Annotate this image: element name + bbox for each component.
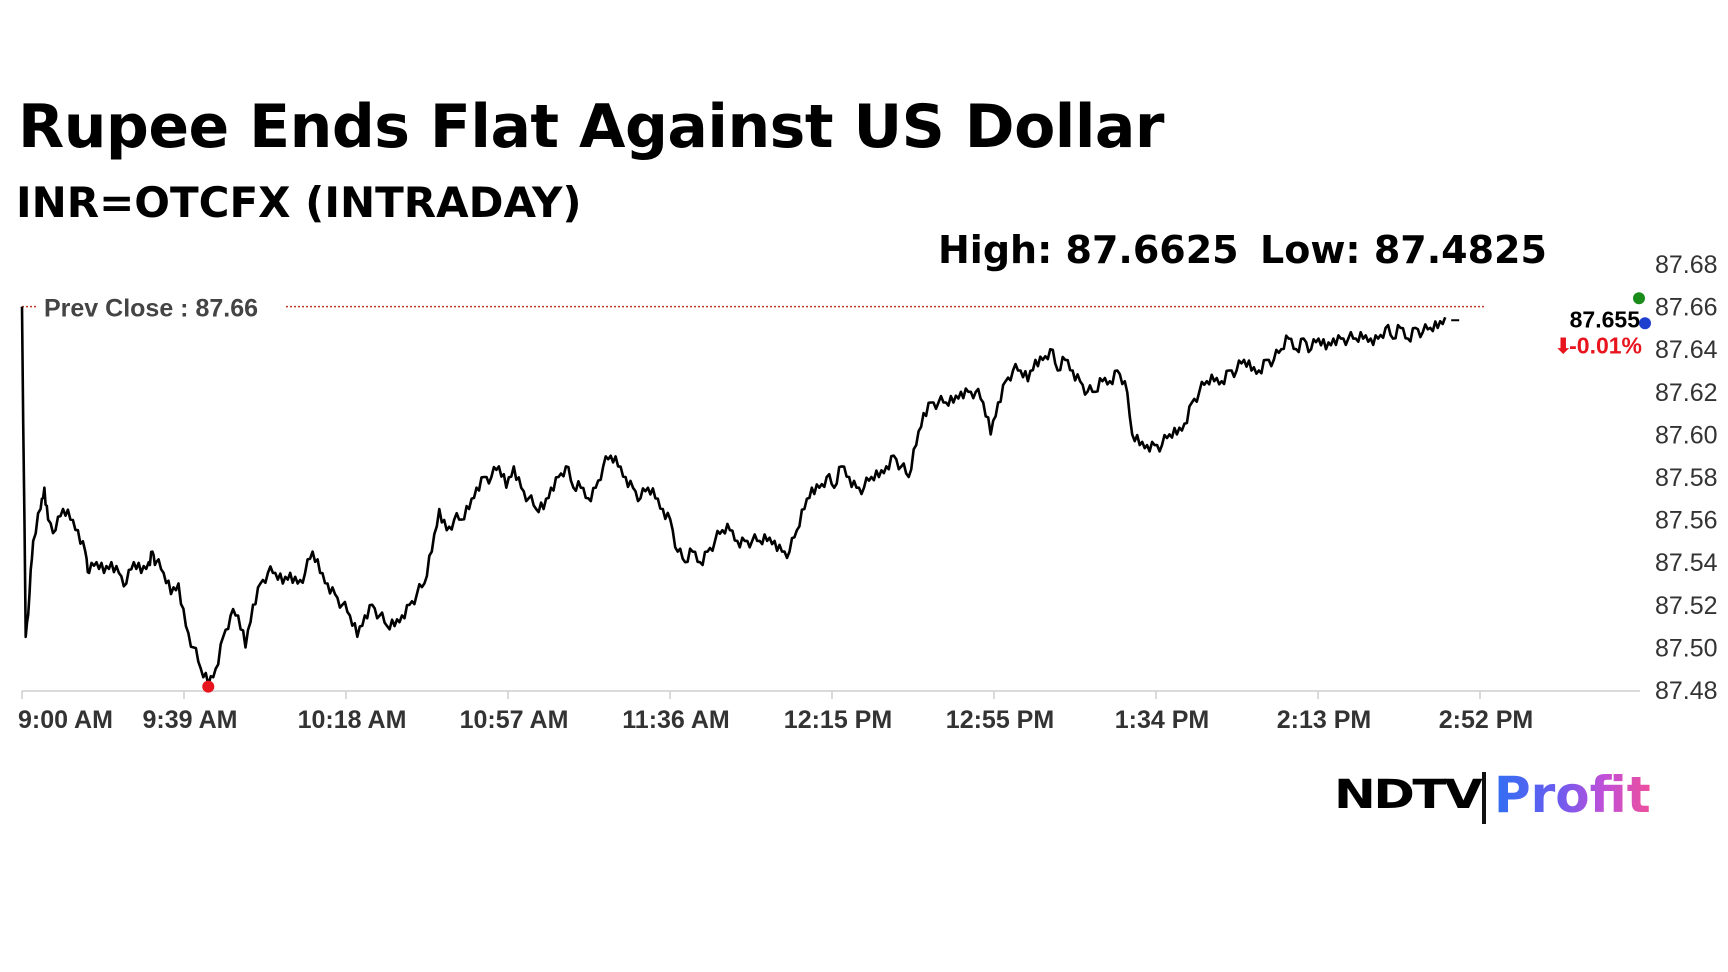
x-tick-label: 12:55 PM bbox=[946, 706, 1054, 734]
y-tick-label: 87.60 bbox=[1655, 421, 1718, 449]
logo-divider bbox=[1482, 772, 1486, 824]
x-tick-label: 2:13 PM bbox=[1277, 706, 1371, 734]
change-percent-label: -0.01% bbox=[1569, 332, 1642, 358]
low-marker bbox=[202, 680, 215, 693]
y-tick-label: 87.66 bbox=[1655, 294, 1718, 322]
x-tick-label: 9:00 AM bbox=[18, 706, 113, 734]
prev-close-label: Prev Close : 87.66 bbox=[44, 295, 258, 323]
x-tick-label: 12:15 PM bbox=[784, 706, 892, 734]
logo-brand: NDTV bbox=[1334, 772, 1483, 818]
x-tick-label: 10:57 AM bbox=[460, 706, 569, 734]
y-tick-label: 87.58 bbox=[1655, 464, 1718, 492]
page-subtitle: INR=OTCFX (INTRADAY) bbox=[16, 178, 582, 227]
y-tick-label: 87.48 bbox=[1655, 677, 1718, 705]
price-line bbox=[20, 306, 1447, 686]
y-tick-label: 87.56 bbox=[1655, 507, 1718, 535]
y-tick-label: 87.54 bbox=[1655, 549, 1718, 577]
x-tick-label: 9:39 AM bbox=[143, 706, 238, 734]
x-tick-label: 2:52 PM bbox=[1439, 706, 1533, 734]
y-tick-label: 87.64 bbox=[1655, 336, 1718, 364]
high-marker bbox=[1633, 292, 1645, 305]
last-value-label: 87.655 bbox=[1570, 306, 1641, 332]
y-tick-label: 87.68 bbox=[1655, 251, 1718, 279]
x-tick-label: 1:34 PM bbox=[1115, 706, 1209, 734]
y-tick-label: 87.52 bbox=[1655, 592, 1718, 620]
y-tick-label: 87.62 bbox=[1655, 379, 1718, 407]
last-marker bbox=[1639, 317, 1651, 330]
x-tick-label: 10:18 AM bbox=[298, 706, 407, 734]
down-arrow-icon: ⬇ bbox=[1554, 334, 1572, 359]
page-title: Rupee Ends Flat Against US Dollar bbox=[18, 92, 1165, 162]
low-value: Low: 87.4825 bbox=[1260, 228, 1547, 272]
high-value: High: 87.6625 bbox=[938, 228, 1239, 272]
x-tick-label: 11:36 AM bbox=[622, 706, 729, 734]
logo-product: Profit bbox=[1494, 766, 1651, 824]
prev-close-label-bg bbox=[36, 290, 284, 323]
y-tick-label: 87.50 bbox=[1655, 634, 1718, 662]
